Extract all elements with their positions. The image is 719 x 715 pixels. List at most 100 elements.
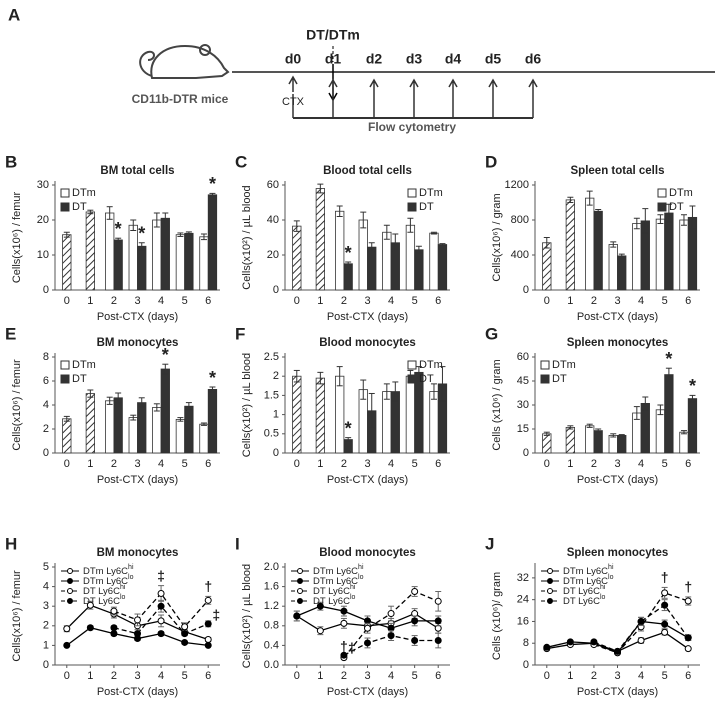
point bbox=[86, 601, 94, 609]
day-label: d2 bbox=[366, 51, 383, 67]
legend-marker bbox=[67, 568, 73, 574]
legend-label: DT bbox=[552, 373, 567, 385]
bar bbox=[343, 263, 353, 291]
point bbox=[204, 641, 212, 649]
bar bbox=[175, 234, 186, 291]
x-tick-label: 6 bbox=[435, 295, 441, 307]
x-tick-label: 0 bbox=[294, 295, 300, 307]
analysis-arrow bbox=[528, 78, 538, 118]
legend-sup: hi bbox=[608, 564, 614, 571]
legend-sup: hi bbox=[600, 584, 606, 591]
bar bbox=[687, 398, 698, 454]
day-label: d1 bbox=[325, 51, 342, 67]
legend-label: DT Ly6Clo bbox=[563, 594, 606, 607]
x-tick-label: 1 bbox=[87, 458, 93, 470]
point bbox=[316, 627, 324, 635]
y-tick-label: 0 bbox=[523, 447, 529, 459]
legend-sup: lo bbox=[608, 574, 614, 581]
chart-title: Blood total cells bbox=[323, 165, 412, 177]
x-tick-label: 2 bbox=[341, 458, 347, 470]
x-tick-label: 2 bbox=[341, 670, 347, 682]
x-tick-label: 2 bbox=[111, 670, 117, 682]
x-tick-label: 4 bbox=[388, 458, 394, 470]
panel-label: D bbox=[485, 152, 497, 171]
x-tick-label: 4 bbox=[388, 295, 394, 307]
y-axis-label: Cells(x10⁶) / femur bbox=[11, 570, 23, 662]
panel-label: E bbox=[5, 324, 16, 343]
x-tick-label: 4 bbox=[158, 295, 164, 307]
x-axis-label: Post-CTX (days) bbox=[327, 474, 408, 486]
bar bbox=[137, 245, 147, 291]
x-axis-label: Post-CTX (days) bbox=[97, 686, 178, 698]
analysis-arrow bbox=[409, 78, 419, 118]
x-tick-label: 3 bbox=[134, 295, 140, 307]
x-tick-label: 0 bbox=[64, 295, 70, 307]
legend-label: DTm bbox=[72, 187, 96, 199]
bar bbox=[113, 397, 123, 454]
x-axis-label: Post-CTX (days) bbox=[97, 311, 178, 323]
point bbox=[434, 637, 442, 644]
legend-marker bbox=[67, 578, 73, 584]
point bbox=[614, 647, 621, 655]
y-axis-label: Cells(x10⁶) / gram bbox=[491, 193, 503, 281]
bar bbox=[184, 232, 194, 291]
x-tick-label: 5 bbox=[412, 458, 418, 470]
legend-swatch bbox=[407, 188, 417, 198]
day-label: d0 bbox=[285, 51, 302, 67]
x-tick-label: 6 bbox=[685, 458, 691, 470]
x-tick-label: 3 bbox=[364, 670, 370, 682]
legend-name: DT Ly6C bbox=[83, 596, 120, 607]
bar bbox=[585, 197, 595, 291]
x-tick-label: 1 bbox=[567, 295, 573, 307]
legend-label: DT Ly6Chi bbox=[83, 584, 126, 597]
x-tick-label: 4 bbox=[388, 670, 394, 682]
legend-sup: lo bbox=[120, 594, 126, 601]
y-tick-label: 0.8 bbox=[264, 620, 279, 632]
day-label: d4 bbox=[445, 51, 462, 67]
chart: B BM total cells Cells(x10⁶) / femur Post-C… bbox=[5, 152, 220, 323]
chart-title: BM total cells bbox=[100, 165, 174, 177]
legend-label: DT bbox=[669, 201, 684, 213]
x-tick-label: 5 bbox=[182, 295, 188, 307]
point bbox=[157, 602, 165, 610]
bar bbox=[62, 234, 72, 291]
treatment-label: DT/DTm bbox=[306, 27, 360, 43]
significance-mark: † bbox=[204, 578, 212, 594]
y-tick-label: 1 bbox=[273, 409, 279, 421]
bar bbox=[593, 210, 603, 291]
legend-swatch bbox=[60, 374, 70, 384]
x-tick-label: 0 bbox=[544, 295, 550, 307]
x-tick-label: 5 bbox=[182, 670, 188, 682]
bar bbox=[585, 425, 595, 454]
x-tick-label: 6 bbox=[435, 458, 441, 470]
x-tick-label: 4 bbox=[158, 458, 164, 470]
bar bbox=[128, 224, 138, 291]
analysis-arrow bbox=[328, 78, 338, 118]
bar bbox=[565, 199, 575, 291]
point bbox=[181, 630, 189, 638]
x-tick-label: 4 bbox=[638, 670, 644, 682]
bar bbox=[632, 223, 642, 291]
point bbox=[411, 637, 419, 644]
bar bbox=[664, 374, 674, 454]
significance-mark: * bbox=[162, 345, 169, 365]
chart: E BM monocytes Cells(x10⁶) / femur Post-CTX… bbox=[5, 324, 220, 486]
y-tick-label: 1.5 bbox=[264, 389, 279, 401]
y-tick-label: 5 bbox=[43, 561, 49, 573]
y-tick-label: 45 bbox=[517, 375, 529, 387]
x-axis-label: Post-CTX (days) bbox=[327, 311, 408, 323]
point bbox=[63, 641, 71, 649]
chart-title: Blood monocytes bbox=[319, 337, 415, 349]
legend-name: DTm Ly6C bbox=[563, 566, 608, 577]
significance-mark: † bbox=[684, 579, 692, 595]
y-axis-label: Cells(x10²) / µL blood bbox=[241, 564, 253, 668]
x-tick-label: 6 bbox=[205, 295, 211, 307]
x-tick-label: 5 bbox=[412, 295, 418, 307]
bar bbox=[414, 249, 424, 291]
y-tick-label: 8 bbox=[43, 351, 49, 363]
x-tick-label: 1 bbox=[317, 458, 323, 470]
analysis-arrow bbox=[369, 78, 379, 118]
bar bbox=[608, 434, 618, 454]
x-tick-label: 1 bbox=[317, 670, 323, 682]
